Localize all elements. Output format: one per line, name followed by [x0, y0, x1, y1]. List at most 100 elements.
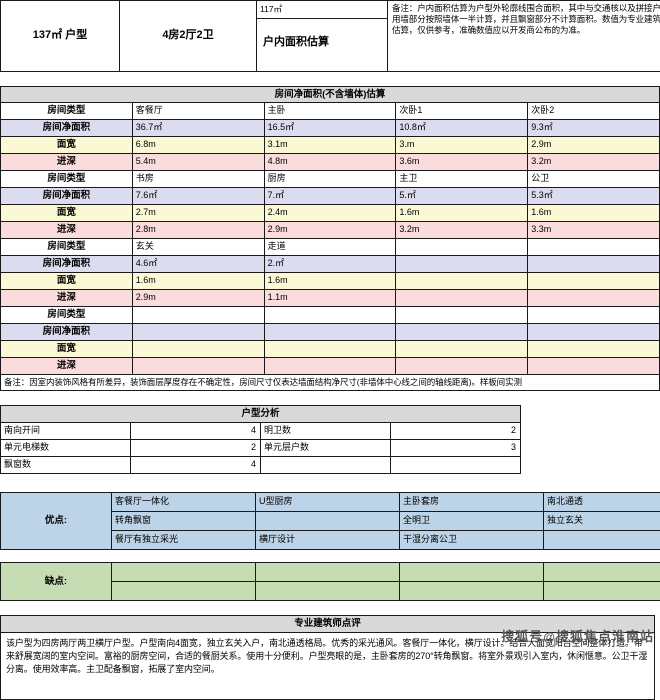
cell-depth-0-2[interactable]: 3.6m	[396, 154, 528, 171]
cell-depth-3-1[interactable]	[264, 358, 396, 375]
layout-cell[interactable]: 4房2厅2卫	[120, 1, 257, 72]
cell-area-2-1[interactable]: 2.㎡	[264, 256, 396, 273]
pros-item-1-1[interactable]	[256, 512, 400, 531]
cell-type-3-2[interactable]	[396, 307, 528, 324]
pros-item-0-2[interactable]: 主卧套房	[400, 493, 544, 512]
cell-depth-2-0[interactable]: 2.9m	[132, 290, 264, 307]
cell-area-0-1[interactable]: 16.5㎡	[264, 120, 396, 137]
cell-area-3-0[interactable]	[132, 324, 264, 341]
cell-area-2-2[interactable]	[396, 256, 528, 273]
row-label-width: 面宽	[1, 205, 133, 222]
pros-item-0-0[interactable]: 客餐厅一体化	[112, 493, 256, 512]
cell-area-2-0[interactable]: 4.6㎡	[132, 256, 264, 273]
cell-type-2-1[interactable]: 走道	[264, 239, 396, 256]
analysis-value-4[interactable]: 4	[131, 457, 261, 474]
cell-depth-0-3[interactable]: 3.2m	[528, 154, 660, 171]
unit-type-cell[interactable]: 137㎡ 户型	[1, 1, 120, 72]
cell-depth-2-1[interactable]: 1.1m	[264, 290, 396, 307]
cell-area-2-3[interactable]	[528, 256, 660, 273]
cell-type-2-3[interactable]	[528, 239, 660, 256]
pros-label: 优点:	[1, 493, 112, 550]
cell-type-3-3[interactable]	[528, 307, 660, 324]
cell-area-0-0[interactable]: 36.7㎡	[132, 120, 264, 137]
cell-area-1-2[interactable]: 5.㎡	[396, 188, 528, 205]
cell-depth-1-2[interactable]: 3.2m	[396, 222, 528, 239]
cell-depth-0-1[interactable]: 4.8m	[264, 154, 396, 171]
cell-type-0-3[interactable]: 次卧2	[528, 103, 660, 120]
cell-width-1-2[interactable]: 1.6m	[396, 205, 528, 222]
analysis-value-1[interactable]: 2	[391, 423, 521, 440]
cell-width-2-0[interactable]: 1.6m	[132, 273, 264, 290]
cell-area-1-0[interactable]: 7.6㎡	[132, 188, 264, 205]
cons-item-0-2[interactable]	[400, 563, 544, 582]
analysis-value-5[interactable]	[391, 457, 521, 474]
cell-depth-2-2[interactable]	[396, 290, 528, 307]
row-label-depth: 进深	[1, 154, 133, 171]
cell-width-3-1[interactable]	[264, 341, 396, 358]
cell-depth-3-0[interactable]	[132, 358, 264, 375]
cell-area-0-2[interactable]: 10.8㎡	[396, 120, 528, 137]
cons-item-0-1[interactable]	[256, 563, 400, 582]
cell-area-3-3[interactable]	[528, 324, 660, 341]
cell-type-3-1[interactable]	[264, 307, 396, 324]
analysis-value-3[interactable]: 3	[391, 440, 521, 457]
table-row: 房间净面积 7.6㎡ 7.㎡ 5.㎡ 5.3㎡	[1, 188, 660, 205]
cons-item-0-3[interactable]	[544, 563, 660, 582]
cell-width-1-0[interactable]: 2.7m	[132, 205, 264, 222]
pros-item-2-3[interactable]	[544, 531, 660, 550]
cell-type-1-3[interactable]: 公卫	[528, 171, 660, 188]
pros-item-2-0[interactable]: 餐厅有独立采光	[112, 531, 256, 550]
cons-item-1-0[interactable]	[112, 582, 256, 601]
cell-width-2-3[interactable]	[528, 273, 660, 290]
cell-width-1-1[interactable]: 2.4m	[264, 205, 396, 222]
cell-width-0-2[interactable]: 3.m	[396, 137, 528, 154]
inner-area-cell[interactable]: 117㎡ 户内面积估算	[257, 1, 388, 72]
cell-width-2-2[interactable]	[396, 273, 528, 290]
cell-type-1-2[interactable]: 主卫	[396, 171, 528, 188]
cell-depth-1-1[interactable]: 2.9m	[264, 222, 396, 239]
cell-type-2-2[interactable]	[396, 239, 528, 256]
cons-item-1-3[interactable]	[544, 582, 660, 601]
cell-width-0-1[interactable]: 3.1m	[264, 137, 396, 154]
pros-item-2-1[interactable]: 横厅设计	[256, 531, 400, 550]
cell-area-1-1[interactable]: 7.㎡	[264, 188, 396, 205]
cell-width-3-3[interactable]	[528, 341, 660, 358]
header-note-cell[interactable]: 备注：户内面积估算为户型外轮廓线围合面积，其中与交通核以及拼接户共用墙部分按照墙…	[388, 1, 660, 72]
cons-item-1-2[interactable]	[400, 582, 544, 601]
analysis-value-2[interactable]: 2	[131, 440, 261, 457]
pros-item-2-2[interactable]: 干湿分离公卫	[400, 531, 544, 550]
cell-type-1-1[interactable]: 厨房	[264, 171, 396, 188]
pros-item-0-3[interactable]: 南北通透	[544, 493, 660, 512]
cell-type-2-0[interactable]: 玄关	[132, 239, 264, 256]
cell-depth-0-0[interactable]: 5.4m	[132, 154, 264, 171]
cell-width-0-0[interactable]: 6.8m	[132, 137, 264, 154]
cell-type-0-0[interactable]: 客餐厅	[132, 103, 264, 120]
cell-width-3-2[interactable]	[396, 341, 528, 358]
pros-item-1-2[interactable]: 全明卫	[400, 512, 544, 531]
cell-area-3-2[interactable]	[396, 324, 528, 341]
cell-depth-3-3[interactable]	[528, 358, 660, 375]
cell-area-3-1[interactable]	[264, 324, 396, 341]
cell-width-1-3[interactable]: 1.6m	[528, 205, 660, 222]
pros-item-1-0[interactable]: 转角飘窗	[112, 512, 256, 531]
cell-depth-1-0[interactable]: 2.8m	[132, 222, 264, 239]
cell-type-0-1[interactable]: 主卧	[264, 103, 396, 120]
cell-width-0-3[interactable]: 2.9m	[528, 137, 660, 154]
table-row: 单元电梯数 2 单元层户数 3	[1, 440, 521, 457]
cell-area-1-3[interactable]: 5.3㎡	[528, 188, 660, 205]
cons-item-1-1[interactable]	[256, 582, 400, 601]
analysis-value-0[interactable]: 4	[131, 423, 261, 440]
pros-item-0-1[interactable]: U型厨房	[256, 493, 400, 512]
cons-item-0-0[interactable]	[112, 563, 256, 582]
cell-type-0-2[interactable]: 次卧1	[396, 103, 528, 120]
table-row: 面宽	[1, 341, 660, 358]
cell-type-1-0[interactable]: 书房	[132, 171, 264, 188]
cell-type-3-0[interactable]	[132, 307, 264, 324]
cell-depth-1-3[interactable]: 3.3m	[528, 222, 660, 239]
cell-depth-3-2[interactable]	[396, 358, 528, 375]
cell-depth-2-3[interactable]	[528, 290, 660, 307]
cell-width-3-0[interactable]	[132, 341, 264, 358]
pros-item-1-3[interactable]: 独立玄关	[544, 512, 660, 531]
cell-area-0-3[interactable]: 9.3㎡	[528, 120, 660, 137]
cell-width-2-1[interactable]: 1.6m	[264, 273, 396, 290]
